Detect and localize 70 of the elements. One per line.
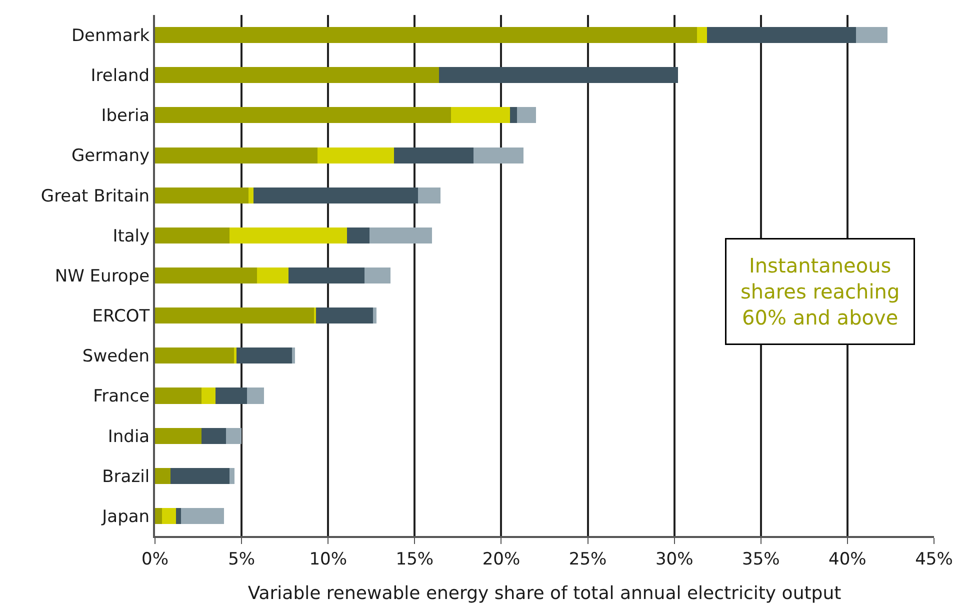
bar <box>202 428 226 444</box>
x-tick-label: 40% <box>828 549 866 570</box>
bar <box>155 187 248 204</box>
bar <box>155 468 171 484</box>
bar <box>364 267 390 284</box>
bar <box>176 508 181 524</box>
bar <box>246 388 264 404</box>
y-tick-label: Great Britain <box>40 186 150 206</box>
x-tick-label: 30% <box>655 549 694 570</box>
bar <box>170 468 230 484</box>
y-tick-label: Iberia <box>101 106 150 126</box>
bar <box>373 308 377 324</box>
bar <box>370 227 432 244</box>
bar <box>856 27 888 44</box>
bar <box>229 227 348 244</box>
bar <box>155 428 202 444</box>
y-tick-label: Brazil <box>102 466 150 487</box>
bar <box>236 348 292 364</box>
bar <box>516 107 536 124</box>
y-tick-label: Germany <box>71 146 150 166</box>
bar <box>226 428 242 444</box>
x-axis-title: Variable renewable energy share of total annual electricity output <box>248 583 842 604</box>
y-tick-label: Sweden <box>82 346 150 367</box>
bar <box>229 468 235 484</box>
bar <box>202 388 216 404</box>
y-tick-label: France <box>93 386 150 407</box>
bar <box>418 187 441 204</box>
y-tick-label: NW Europe <box>54 266 150 286</box>
bar <box>180 508 224 524</box>
bar <box>155 508 162 524</box>
y-tick-label: Italy <box>112 226 150 246</box>
x-tick-label: 20% <box>482 549 520 570</box>
bar <box>248 187 254 204</box>
y-tick-label: Ireland <box>90 66 150 86</box>
bar <box>155 267 258 284</box>
bar <box>474 147 524 164</box>
y-tick-label: Japan <box>101 506 150 527</box>
bar <box>394 147 474 164</box>
bar <box>438 67 678 84</box>
y-tick-label: India <box>108 426 150 447</box>
bar <box>155 348 235 364</box>
bar <box>316 308 374 324</box>
bar <box>155 107 452 124</box>
x-tick-label: 0% <box>142 549 168 570</box>
bar <box>318 147 394 164</box>
bar <box>155 147 318 164</box>
x-tick-label: 10% <box>309 549 348 570</box>
bar <box>155 388 202 404</box>
bar <box>288 267 364 284</box>
x-tick-label: 5% <box>228 549 256 570</box>
bar <box>155 308 314 324</box>
bar <box>707 27 856 44</box>
bar <box>510 107 517 124</box>
x-tick-label: 45% <box>915 549 953 570</box>
bar <box>155 27 697 44</box>
y-tick-label: Denmark <box>71 26 150 46</box>
x-tick-label: 25% <box>568 549 607 570</box>
bar <box>254 187 418 204</box>
bar <box>451 107 510 124</box>
bar <box>155 227 230 244</box>
bar <box>216 388 247 404</box>
bar <box>162 508 176 524</box>
x-tick-label: 35% <box>742 549 780 570</box>
y-tick-label: ERCOT <box>92 306 150 327</box>
annotation: Instantaneous shares reaching 60% and above <box>740 254 900 330</box>
bar <box>155 67 439 84</box>
bar <box>696 27 708 44</box>
x-tick-label: 15% <box>396 549 434 570</box>
bar <box>257 267 288 284</box>
bar <box>347 227 370 244</box>
